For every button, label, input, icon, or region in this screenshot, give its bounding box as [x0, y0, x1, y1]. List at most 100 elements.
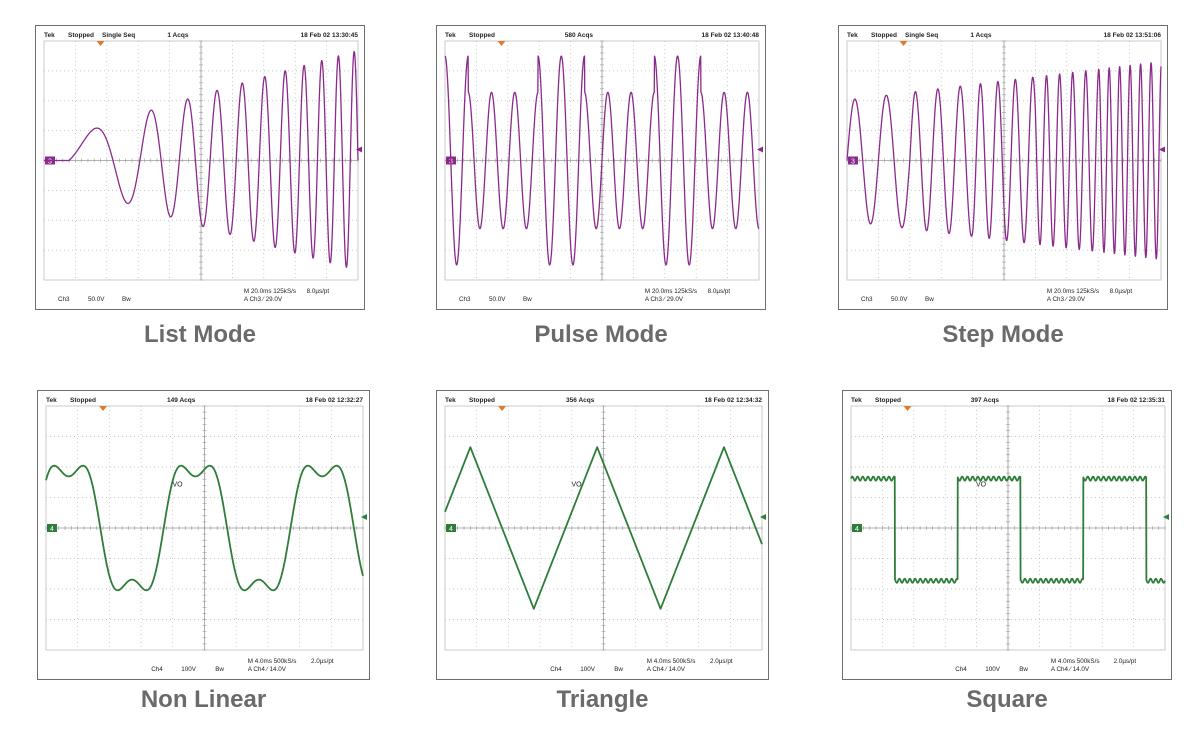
scope-header: Tek Stopped Single Seq 1 Acqs 18 Feb 02 13:3… [44, 32, 358, 39]
header-brand: Tek [445, 32, 456, 39]
header-status: Stopped [871, 32, 897, 39]
scope-chart: 3 Tek Stopped Single Seq 1 Acqs 18 Feb 02 13:… [846, 32, 1165, 303]
footer-channel: Ch3 [58, 296, 70, 303]
footer-bw: Bw [1019, 666, 1028, 673]
trigger-level-icon [1163, 514, 1169, 520]
footer-volts-div: 100V [580, 666, 596, 673]
channel-marker: 4 [446, 524, 456, 533]
header-timestamp: 18 Feb 02 12:34:32 [705, 397, 763, 404]
footer-channel: Ch3 [861, 296, 873, 303]
scope-chart: 4 VO Tek Stopped 356 Acqs 18 Feb 02 12:34:32 C… [444, 397, 766, 673]
footer-trigger: A Ch4 ∕ 14.0V [1051, 666, 1090, 673]
header-timestamp: 18 Feb 02 13:40:48 [702, 32, 760, 39]
footer-resolution: 8.0µs/pt [708, 288, 731, 295]
center-axes [43, 40, 359, 281]
footer-timebase: M 4.0ms 500kS/s [647, 658, 696, 665]
trigger-level-icon [361, 514, 367, 520]
panel-caption: List Mode [144, 321, 256, 348]
oscilloscope-screen: 4 VO Tek Stopped 149 Acqs 18 Feb 02 12:32:27 C… [37, 390, 370, 680]
footer-timebase: M 4.0ms 500kS/s [248, 658, 297, 665]
svg-text:3: 3 [48, 159, 52, 166]
header-mode: Single Seq [905, 32, 938, 39]
center-axes [45, 405, 364, 651]
footer-channel: Ch3 [459, 296, 471, 303]
header-acqs: 1 Acqs [167, 32, 188, 39]
trigger-position-icon [903, 406, 912, 411]
footer-timebase: M 4.0ms 500kS/s [1051, 658, 1100, 665]
footer-resolution: 2.0µs/pt [710, 658, 733, 665]
scope-header: Tek Stopped 356 Acqs 18 Feb 02 12:34:32 [445, 397, 762, 404]
graticule-grid [445, 406, 762, 650]
trigger-position-icon [96, 41, 105, 46]
header-status: Stopped [875, 397, 901, 404]
scope-chart: 4 VO Tek Stopped 149 Acqs 18 Feb 02 12:32:27 C… [45, 397, 367, 673]
header-status: Stopped [469, 397, 495, 404]
header-timestamp: 18 Feb 02 13:30:45 [301, 32, 359, 39]
scope-footer: Ch3 50.0V Bw M 20.0ms 125kS/sA Ch3 ∕ 29.0V 8… [459, 288, 730, 303]
footer-timebase: M 20.0ms 125kS/s [244, 288, 296, 295]
trigger-level-icon [1159, 146, 1165, 153]
scope-chart: 4 VO Tek Stopped 397 Acqs 18 Feb 02 12:35:31 C… [850, 397, 1169, 673]
footer-timebase: M 20.0ms 125kS/s [1047, 288, 1099, 295]
scope-footer: Ch3 50.0V Bw M 20.0ms 125kS/sA Ch3 ∕ 29.0V 8… [861, 288, 1132, 303]
header-status: Stopped [70, 397, 96, 404]
footer-trigger: A Ch3 ∕ 29.0V [244, 296, 283, 303]
footer-bw: Bw [523, 296, 532, 303]
oscilloscope-screen: 3 Tek Stopped Single Seq 1 Acqs 18 Feb 02 13:… [838, 25, 1168, 310]
scope-footer: Ch4 100V Bw M 4.0ms 500kS/sA Ch4 ∕ 14.0V 2.0… [955, 658, 1136, 673]
scope-footer: Ch3 50.0V Bw M 20.0ms 125kS/sA Ch3 ∕ 29.0V 8… [58, 288, 329, 303]
oscilloscope-screen: 4 VO Tek Stopped 397 Acqs 18 Feb 02 12:35:31 C… [842, 390, 1172, 680]
center-axes [850, 405, 1166, 651]
channel-marker: 4 [852, 524, 862, 533]
header-acqs: 580 Acqs [565, 32, 594, 39]
svg-text:4: 4 [855, 526, 859, 533]
header-timestamp: 18 Feb 02 12:32:27 [306, 397, 364, 404]
footer-volts-div: 100V [181, 666, 197, 673]
trigger-level-icon [757, 146, 763, 153]
channel-marker: 3 [848, 156, 858, 166]
header-acqs: 149 Acqs [167, 397, 196, 404]
waveform-trace [444, 446, 763, 610]
footer-bw: Bw [614, 666, 623, 673]
channel-marker: 4 [47, 524, 57, 533]
footer-volts-div: 50.0V [489, 296, 506, 303]
panel-caption: Pulse Mode [534, 321, 668, 348]
scope-header: Tek Stopped 149 Acqs 18 Feb 02 12:32:27 [46, 397, 363, 404]
footer-resolution: 8.0µs/pt [1110, 288, 1133, 295]
header-status: Stopped [469, 32, 495, 39]
header-timestamp: 18 Feb 02 12:35:31 [1108, 397, 1166, 404]
waveform-trace [45, 464, 364, 592]
footer-channel: Ch4 [550, 666, 562, 673]
oscilloscope-screen: 3 Tek Stopped Single Seq 1 Acqs 18 Feb 02 13:… [35, 25, 365, 310]
trace-label: VO [173, 482, 184, 489]
trigger-position-icon [497, 41, 506, 46]
footer-resolution: 2.0µs/pt [311, 658, 334, 665]
panel-caption: Square [966, 686, 1048, 713]
trigger-position-icon [498, 406, 507, 411]
header-brand: Tek [851, 397, 862, 404]
oscilloscope-screen: 3 Tek Stopped 580 Acqs 18 Feb 02 13:40:48 Ch3… [436, 25, 766, 310]
waveform-trace [444, 55, 760, 266]
svg-text:4: 4 [50, 526, 54, 533]
scope-header: Tek Stopped Single Seq 1 Acqs 18 Feb 02 13:5… [847, 32, 1161, 39]
waveform-trace [850, 475, 1166, 584]
header-mode: Single Seq [102, 32, 135, 39]
footer-bw: Bw [122, 296, 131, 303]
header-brand: Tek [445, 397, 456, 404]
center-axes [444, 405, 763, 651]
header-status: Stopped [68, 32, 94, 39]
panel-caption: Non Linear [140, 686, 267, 713]
footer-trigger: A Ch4 ∕ 14.0V [248, 666, 287, 673]
footer-volts-div: 100V [985, 666, 1001, 673]
trigger-level-icon [760, 514, 766, 520]
footer-trigger: A Ch3 ∕ 29.0V [1047, 296, 1086, 303]
scope-header: Tek Stopped 397 Acqs 18 Feb 02 12:35:31 [851, 397, 1165, 404]
header-acqs: 356 Acqs [566, 397, 595, 404]
waveform-trace [43, 50, 359, 268]
footer-bw: Bw [215, 666, 224, 673]
footer-resolution: 8.0µs/pt [307, 288, 330, 295]
scope-footer: Ch4 100V Bw M 4.0ms 500kS/sA Ch4 ∕ 14.0V 2.0… [550, 658, 733, 673]
header-brand: Tek [44, 32, 55, 39]
footer-channel: Ch4 [955, 666, 967, 673]
